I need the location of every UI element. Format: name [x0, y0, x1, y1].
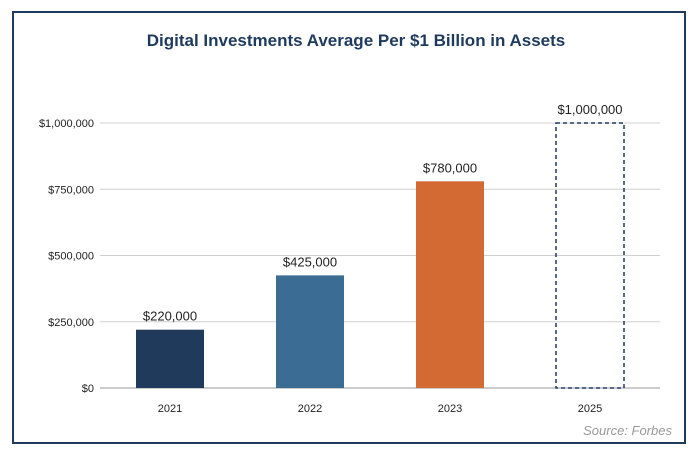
data-label: $1,000,000: [557, 102, 622, 117]
source-note: Source: Forbes: [583, 423, 672, 438]
data-label: $425,000: [283, 254, 337, 269]
bar: [136, 329, 204, 388]
y-tick-label: $1,000,000: [39, 118, 94, 130]
x-tick-label: 2021: [158, 403, 182, 415]
x-tick-label: 2022: [298, 403, 322, 415]
y-tick-label: $250,000: [48, 317, 94, 329]
bar: [276, 275, 344, 388]
x-tick-label: 2023: [438, 403, 462, 415]
chart-title: Digital Investments Average Per $1 Billi…: [146, 31, 566, 50]
y-tick-label: $500,000: [48, 251, 94, 263]
y-tick-label: $0: [82, 383, 94, 395]
chart-frame: Digital Investments Average Per $1 Billi…: [12, 11, 686, 444]
x-tick-label: 2025: [578, 403, 602, 415]
y-tick-label: $750,000: [48, 184, 94, 196]
bar: [555, 122, 625, 389]
bar: [416, 181, 484, 388]
data-label: $220,000: [143, 309, 197, 324]
data-label: $780,000: [423, 160, 477, 175]
